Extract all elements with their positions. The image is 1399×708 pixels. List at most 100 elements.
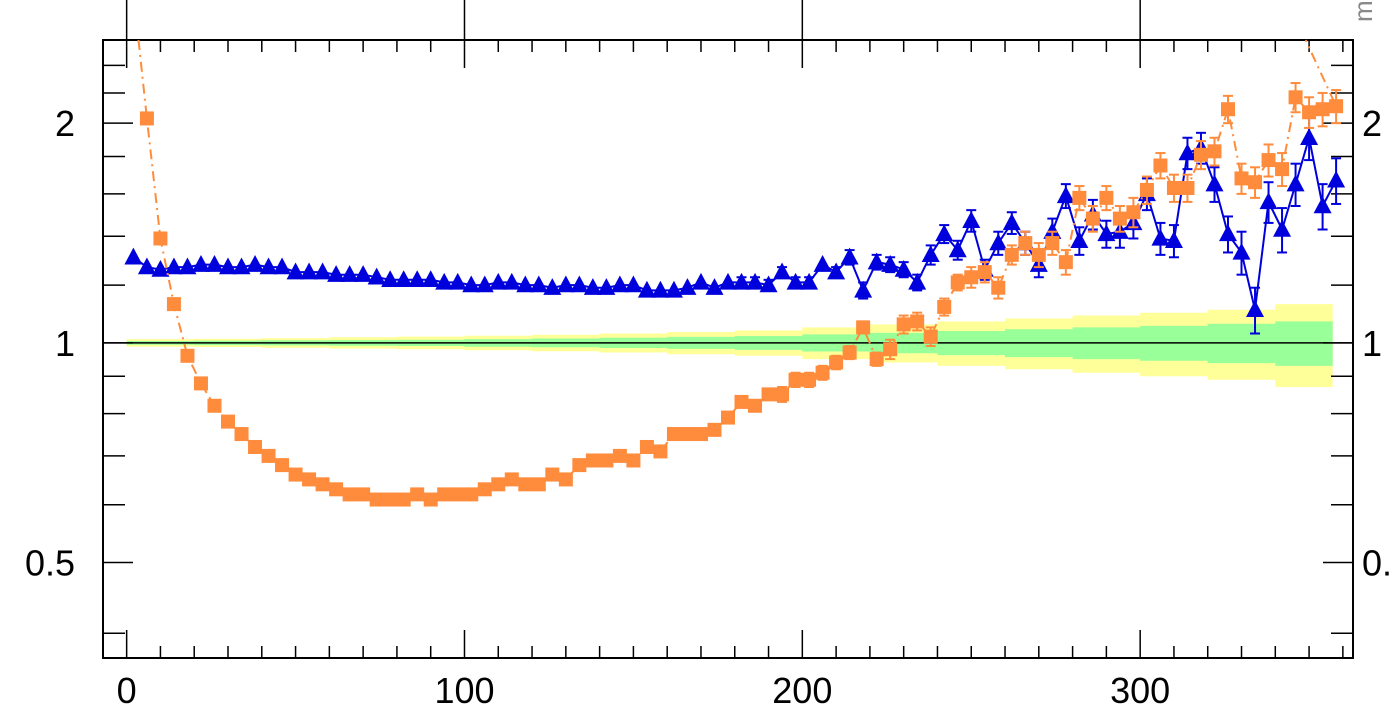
square-point [883,342,898,357]
square-point [680,427,695,442]
square-point [775,387,790,402]
axis-ticks [103,0,1353,658]
square-point [937,299,952,314]
triangle-point [827,262,846,280]
triangle-point [502,272,521,290]
square-point [1139,182,1154,197]
y-tick-label: 0.5 [25,543,75,584]
triangle-point [164,257,183,275]
y-tick-label: 2 [55,103,75,144]
square-point [599,453,614,468]
square-point [802,372,817,387]
triangle-point [800,272,819,290]
square-point [437,487,452,502]
square-point [558,472,573,487]
triangle-point [435,272,454,290]
square-point [1193,147,1208,162]
square-point [329,482,344,497]
triangle-point [935,224,954,242]
square-point [707,422,722,437]
square-point [748,398,763,413]
triangle-point [151,260,170,277]
triangle-point [1205,174,1224,192]
triangle-point [354,265,373,282]
square-point [896,317,911,332]
square-point [1018,236,1033,251]
triangle-point [408,270,427,288]
y-tick-label: 1 [55,323,75,364]
triangle-point [651,280,670,298]
square-point [396,492,411,507]
triangle-point [921,245,940,263]
triangle-point [1259,192,1278,210]
triangle-point [232,257,251,275]
square-point [1207,144,1222,159]
triangle-point [894,260,913,277]
square-point [693,427,708,442]
square-point [856,320,871,335]
data-series [124,39,1346,507]
square-point [275,458,290,473]
triangle-point [1178,143,1197,161]
triangle-point [813,255,832,272]
triangle-point [543,278,562,295]
plot-border [102,39,1354,659]
triangle-point [1164,231,1183,248]
square-point [504,472,519,487]
triangle-point [746,272,765,290]
triangle-point [246,255,265,272]
square-point [1180,180,1195,195]
triangle-point [340,265,359,282]
square-point [612,448,627,463]
square-point [207,398,222,413]
triangle-point [637,280,656,298]
square-point [1261,153,1276,168]
square-point [1004,247,1019,262]
x-tick-label: 300 [1110,670,1170,708]
square-point [869,352,884,367]
triangle-point [137,257,156,275]
square-point [1126,205,1141,220]
square-point [166,297,181,312]
triangle-point [1246,300,1265,317]
triangle-point [367,267,386,285]
square-point [302,472,317,487]
triangle-point [327,265,346,282]
uncertainty-bands [126,304,1333,387]
square-point [1072,190,1087,205]
triangle-point [881,255,900,272]
square-point [518,477,533,492]
square-point [1058,255,1073,270]
square-point [910,314,925,329]
square-point [1288,90,1303,105]
square-point [288,467,303,482]
square-point [653,444,668,459]
square-point [666,427,681,442]
triangle-point [854,280,873,298]
triangle-point [705,278,724,295]
square-point [829,355,844,370]
square-point [761,387,776,402]
square-point [1315,102,1330,117]
square-point [626,453,641,468]
triangle-point [300,262,319,280]
square-point [721,410,735,425]
triangle-point [191,255,210,272]
triangle-point [1056,186,1075,204]
plot-frame [102,39,1354,659]
square-point [1153,158,1168,173]
square-point [1234,171,1249,186]
triangle-point [1002,213,1021,231]
square-point [842,345,857,360]
square-point [788,372,803,387]
inner-band [126,321,1333,366]
triangle-point [421,270,440,288]
square-point [153,231,168,246]
triangle-point [124,247,143,265]
square-point [1248,175,1263,190]
triangle-point [1219,224,1237,242]
triangle-point [178,257,197,275]
triangle-point [448,272,467,290]
square-point [572,458,587,473]
square-point [315,477,330,492]
